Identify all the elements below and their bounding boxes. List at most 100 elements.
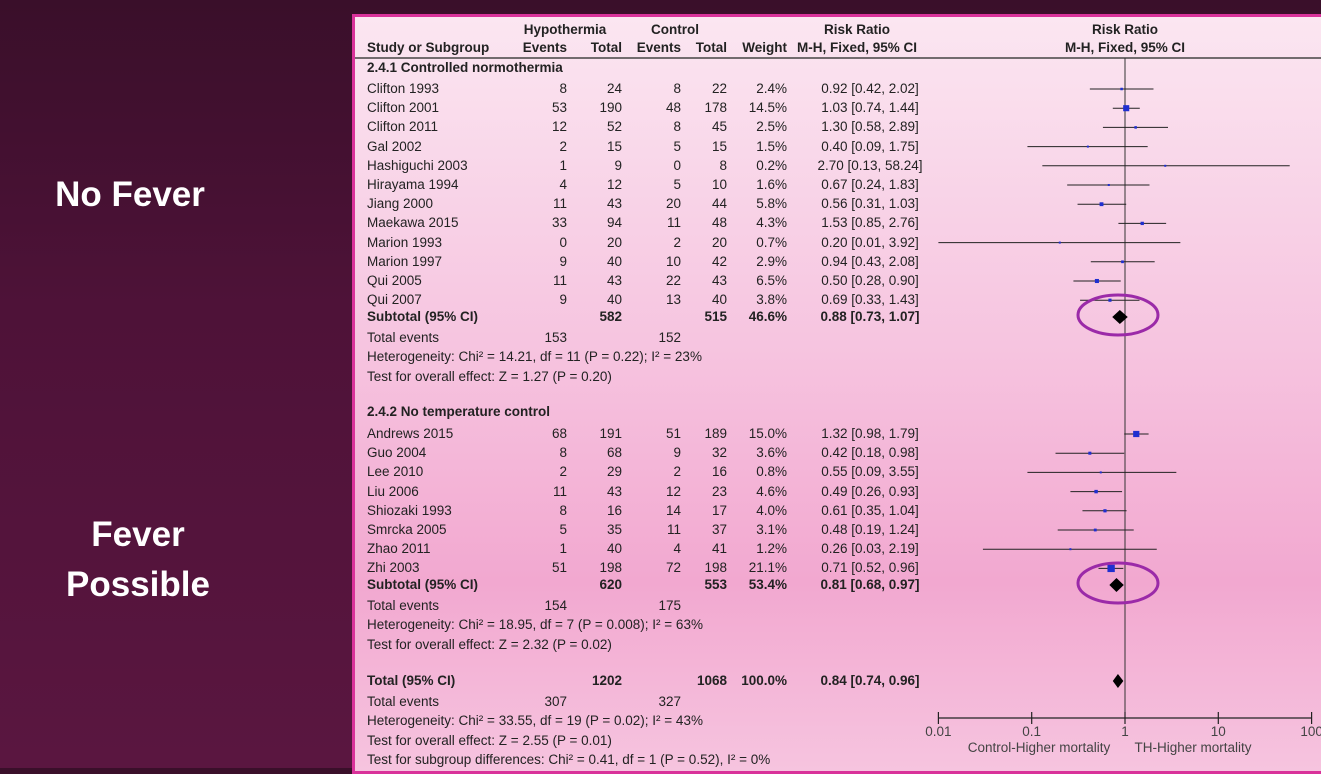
study-name: Clifton 2011 <box>367 119 439 135</box>
overall-effect-text: Test for overall effect: Z = 1.27 (P = 0… <box>367 369 612 384</box>
study-marker <box>1133 430 1140 438</box>
study-name: Smrcka 2005 <box>367 522 447 537</box>
study-marker <box>1088 451 1092 455</box>
weight: 3.8% <box>756 292 787 308</box>
study-marker <box>1107 183 1110 187</box>
study-name: Liu 2006 <box>367 483 419 499</box>
ctrl-total: 43 <box>711 273 727 288</box>
ctrl-total: 37 <box>711 522 727 537</box>
header-method-plot: M-H, Fixed, 95% CI <box>1064 40 1186 55</box>
study-marker <box>1093 528 1097 532</box>
weight: 5.8% <box>756 196 787 212</box>
weight: 0.2% <box>756 157 787 173</box>
study-marker <box>1107 564 1115 573</box>
study-marker <box>1120 87 1123 91</box>
x-tick-label: 1 <box>1121 724 1129 739</box>
study-marker <box>1121 260 1124 264</box>
hyp-total: 12 <box>606 177 622 192</box>
header-risk-ratio-plot: Risk Ratio <box>1091 22 1159 37</box>
hyp-events: 8 <box>559 445 567 461</box>
weight: 15.0% <box>748 426 787 441</box>
study-marker <box>1069 548 1072 551</box>
header-ctrl-events: Events <box>636 40 681 55</box>
hyp-events: 8 <box>559 502 567 518</box>
hyp-total: 29 <box>606 464 622 480</box>
study-ci: 0.40 [0.09, 1.75] <box>821 138 919 154</box>
heterogeneity-text: Heterogeneity: Chi² = 33.55, df = 19 (P … <box>367 713 703 728</box>
subtotal-label: Subtotal (95% CI) <box>367 577 479 592</box>
study-name: Qui 2007 <box>367 292 422 308</box>
x-tick-label: 0.1 <box>1022 724 1042 739</box>
hyp-events: 11 <box>552 273 567 288</box>
total-events-label: Total events <box>367 330 440 345</box>
hyp-total: 198 <box>599 560 622 576</box>
study-ci: 0.50 [0.28, 0.90] <box>821 273 919 288</box>
ctrl-total: 22 <box>711 81 727 96</box>
study-ci: 0.61 [0.35, 1.04] <box>821 502 919 518</box>
total-hyp-total: 1202 <box>591 673 622 688</box>
total-events-label: Total events <box>367 694 440 709</box>
hyp-events: 5 <box>559 522 567 537</box>
ctrl-total: 32 <box>711 445 727 461</box>
hyp-total: 20 <box>606 234 622 250</box>
study-name: Clifton 1993 <box>367 81 440 96</box>
study-name: Jiang 2000 <box>367 196 434 212</box>
study-name: Guo 2004 <box>367 445 427 461</box>
total-events-hyp: 153 <box>544 330 567 345</box>
ctrl-events: 4 <box>673 541 681 557</box>
total-ctrl-total: 1068 <box>696 673 727 688</box>
hyp-events: 2 <box>559 138 567 154</box>
ctrl-events: 5 <box>673 177 681 192</box>
study-name: Qui 2005 <box>367 273 422 288</box>
study-marker <box>1108 298 1112 302</box>
ctrl-total: 15 <box>711 138 727 154</box>
ctrl-events: 14 <box>665 502 681 518</box>
hyp-total: 190 <box>599 100 622 116</box>
ctrl-events: 13 <box>665 292 681 308</box>
header-risk-ratio: Risk Ratio <box>823 22 891 37</box>
x-tick-label: 100 <box>1300 724 1321 739</box>
label-fever-possible: Fever Possible <box>28 510 248 610</box>
hyp-events: 51 <box>551 560 567 576</box>
highlight-ellipse <box>1076 293 1160 337</box>
ctrl-events: 72 <box>665 560 681 576</box>
subgroup-title: 2.4.1 Controlled normothermia <box>367 60 563 75</box>
ctrl-total: 16 <box>711 464 727 480</box>
study-marker <box>1103 509 1107 513</box>
study-name: Marion 1993 <box>367 234 443 250</box>
ctrl-total: 23 <box>711 483 727 499</box>
ctrl-total: 45 <box>711 119 727 135</box>
weight: 21.1% <box>748 560 787 576</box>
weight: 3.1% <box>756 522 787 537</box>
study-name: Hirayama 1994 <box>367 177 459 192</box>
hyp-events: 9 <box>559 253 567 269</box>
hyp-events: 8 <box>559 81 567 96</box>
study-name: Zhao 2011 <box>367 541 431 557</box>
weight: 1.6% <box>756 177 787 192</box>
study-name: Maekawa 2015 <box>367 215 459 231</box>
study-ci: 0.20 [0.01, 3.92] <box>821 234 919 250</box>
subtotal-diamond <box>1109 578 1124 592</box>
hyp-total: 191 <box>599 426 622 441</box>
header-weight: Weight <box>742 40 787 55</box>
study-marker <box>1134 126 1137 129</box>
x-label-left: Control-Higher mortality <box>967 740 1111 755</box>
weight: 4.0% <box>756 502 787 518</box>
heterogeneity-text: Heterogeneity: Chi² = 18.95, df = 7 (P =… <box>367 617 703 632</box>
study-ci: 1.53 [0.85, 2.76] <box>821 215 919 231</box>
header-study: Study or Subgroup <box>367 40 490 55</box>
study-name: Clifton 2001 <box>367 100 440 116</box>
ctrl-events: 10 <box>665 253 681 269</box>
weight: 2.4% <box>756 81 787 96</box>
overall-effect-text: Test for overall effect: Z = 2.32 (P = 0… <box>367 637 612 652</box>
ctrl-events: 20 <box>665 196 681 212</box>
total-weight: 100.0% <box>741 673 787 688</box>
heterogeneity-text: Heterogeneity: Chi² = 14.21, df = 11 (P … <box>367 349 702 364</box>
overall-effect-text: Test for overall effect: Z = 2.55 (P = 0… <box>367 733 612 748</box>
ctrl-events: 2 <box>673 234 681 250</box>
study-ci: 1.32 [0.98, 1.79] <box>821 426 919 441</box>
study-marker <box>1140 221 1144 226</box>
ctrl-total: 48 <box>711 215 727 231</box>
header-hypothermia: Hypothermia <box>523 22 607 37</box>
subtotal-weight: 46.6% <box>748 309 787 324</box>
